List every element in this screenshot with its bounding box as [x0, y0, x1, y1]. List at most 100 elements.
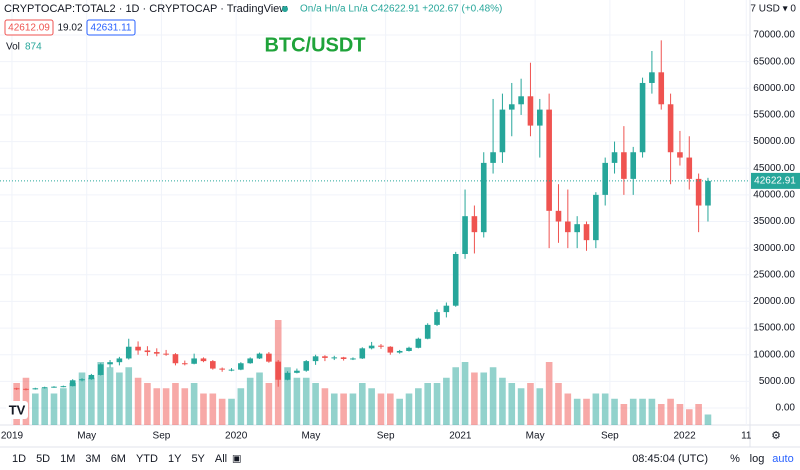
range-button[interactable]: 5D: [36, 453, 50, 465]
volume-bar: [200, 393, 207, 425]
range-button[interactable]: 1M: [60, 453, 75, 465]
y-tick-label: 40000.00: [753, 190, 795, 201]
volume-bar: [601, 393, 609, 425]
candle-body: [565, 221, 571, 233]
volume-bar: [555, 383, 562, 425]
volume-bar: [237, 388, 245, 425]
volume-bar: [620, 404, 628, 425]
volume-bar: [293, 377, 301, 425]
y-tick-label: 65000.00: [753, 56, 795, 67]
x-tick-label: 2022: [673, 431, 696, 442]
volume-bar: [284, 367, 291, 425]
candle-body: [331, 357, 338, 359]
candle-body: [284, 372, 291, 380]
candle-body: [32, 388, 39, 390]
volume-bar: [443, 377, 450, 425]
x-tick-label: 11: [741, 431, 752, 442]
candle-body: [41, 387, 48, 389]
settings-icon[interactable]: ⚙: [771, 430, 781, 442]
candle-body: [107, 362, 113, 365]
candle-body: [13, 388, 20, 390]
volume-bar: [41, 388, 48, 425]
range-button[interactable]: 5Y: [191, 453, 205, 465]
candle-body: [434, 312, 440, 325]
candle-body: [153, 352, 160, 354]
range-button[interactable]: 3M: [85, 453, 100, 465]
volume-bar: [144, 383, 151, 425]
volume-bar: [116, 372, 123, 425]
candle-body: [387, 346, 394, 353]
candle-body: [135, 346, 141, 351]
x-tick-label: Sep: [601, 431, 619, 442]
currency: 7 USD ▾ 0: [750, 4, 796, 15]
volume-bar: [536, 388, 544, 425]
volume-bar: [50, 393, 58, 425]
candle-body: [695, 178, 702, 206]
range-button[interactable]: All: [215, 453, 227, 465]
volume-bar: [452, 367, 460, 425]
range-button[interactable]: 1D: [12, 453, 26, 465]
y-tick-label: 35000.00: [753, 216, 795, 227]
toolbar: 1D 5D 1M 3M 6M YTD 1Y 5Y All: [12, 453, 227, 465]
candle-body: [228, 369, 235, 371]
log-toggle[interactable]: log: [750, 453, 765, 465]
x-tick-label: Sep: [153, 431, 171, 442]
range-button[interactable]: 6M: [111, 453, 126, 465]
volume-bar: [321, 388, 329, 425]
volume-bar: [377, 393, 385, 425]
candle-body: [303, 361, 310, 371]
candle-body: [658, 72, 665, 105]
volume-bar: [480, 372, 488, 425]
vol-value: 874: [25, 42, 42, 53]
candle-body: [181, 363, 188, 365]
range-button[interactable]: 1Y: [168, 453, 182, 465]
volume-bar: [629, 398, 637, 425]
volume-bar: [302, 377, 310, 425]
volume-bar: [396, 398, 403, 425]
volume-bar: [387, 393, 394, 425]
volume-bar: [657, 404, 665, 425]
candle-body: [621, 152, 627, 179]
volume-bar: [583, 398, 590, 425]
candle-body: [69, 380, 76, 387]
y-tick-label: 10000.00: [753, 349, 795, 360]
auto-toggle[interactable]: auto: [772, 453, 793, 465]
volume-bar: [78, 372, 86, 425]
x-tick-label: 2019: [1, 431, 24, 442]
y-tick-label: 50000.00: [753, 136, 795, 147]
calendar-icon[interactable]: ▣: [232, 454, 241, 465]
candle-body: [593, 194, 599, 241]
volume-bar: [134, 377, 142, 425]
candle-body: [480, 162, 487, 233]
candle-body: [350, 358, 356, 360]
candle-body: [499, 109, 506, 153]
volume-bar: [564, 393, 572, 425]
candle-body: [649, 72, 655, 83]
candle-body: [452, 254, 459, 306]
percent-toggle[interactable]: %: [730, 453, 740, 465]
volume-bar: [256, 372, 263, 425]
candle-body: [415, 338, 422, 348]
candle-body: [518, 96, 524, 105]
bid: 42612.09: [8, 23, 50, 34]
y-tick-label: 15000.00: [753, 323, 795, 334]
volume-bar: [508, 383, 516, 425]
volume-bar: [499, 377, 506, 425]
candle-body: [527, 96, 534, 126]
candle-body: [312, 356, 319, 362]
volume-bar: [639, 398, 646, 425]
candle-body: [602, 162, 608, 195]
volume-bar: [190, 383, 198, 425]
y-tick-label: 55000.00: [753, 110, 795, 121]
y-tick-label: 25000.00: [753, 269, 795, 280]
volume-bar: [125, 367, 133, 425]
candle-body: [667, 104, 674, 153]
volume-bar: [265, 383, 273, 425]
candle-body: [238, 363, 244, 370]
range-button[interactable]: YTD: [136, 453, 158, 465]
volume-bar: [162, 388, 170, 425]
volume-bar: [424, 383, 431, 425]
candle-body: [88, 374, 95, 380]
volume-bar: [97, 362, 105, 425]
